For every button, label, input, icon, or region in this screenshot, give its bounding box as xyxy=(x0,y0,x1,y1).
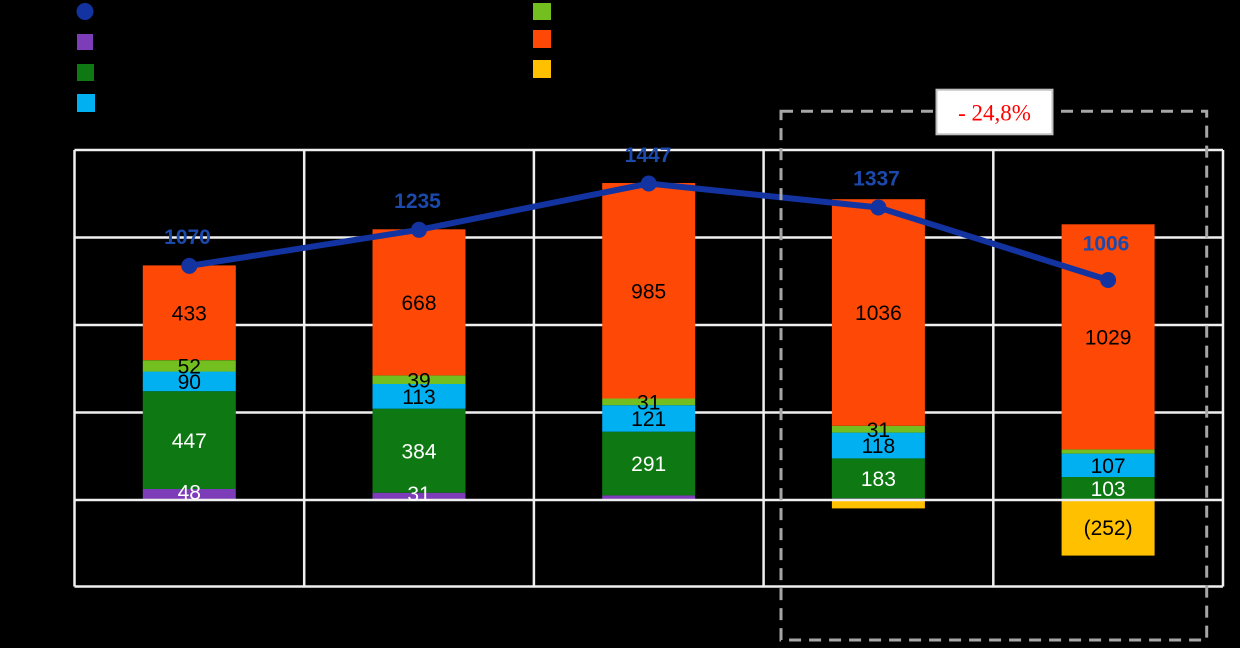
svg-text:447: 447 xyxy=(172,430,207,453)
svg-text:31: 31 xyxy=(637,392,660,415)
svg-text:113: 113 xyxy=(402,386,435,409)
svg-text:985: 985 xyxy=(631,280,666,303)
svg-text:1447: 1447 xyxy=(625,144,672,167)
svg-text:384: 384 xyxy=(401,440,436,463)
svg-text:90: 90 xyxy=(178,371,201,394)
svg-text:107: 107 xyxy=(1091,455,1126,478)
svg-text:291: 291 xyxy=(631,453,666,476)
svg-text:1337: 1337 xyxy=(853,168,900,191)
svg-text:1235: 1235 xyxy=(394,190,441,213)
svg-text:- 24,8%: - 24,8% xyxy=(958,101,1031,126)
svg-text:1029: 1029 xyxy=(1085,327,1132,350)
svg-text:39: 39 xyxy=(407,369,430,392)
svg-text:118: 118 xyxy=(862,435,895,458)
svg-text:1036: 1036 xyxy=(855,302,902,325)
svg-text:433: 433 xyxy=(172,303,207,326)
svg-text:668: 668 xyxy=(401,292,436,315)
svg-text:183: 183 xyxy=(861,468,896,491)
svg-text:1006: 1006 xyxy=(1083,232,1130,255)
svg-text:52: 52 xyxy=(178,356,201,379)
svg-text:31: 31 xyxy=(867,419,890,442)
svg-text:31: 31 xyxy=(407,483,430,506)
svg-text:121: 121 xyxy=(631,408,666,431)
svg-text:103: 103 xyxy=(1091,478,1126,501)
svg-text:(252): (252) xyxy=(1084,517,1133,540)
svg-text:48: 48 xyxy=(178,481,201,504)
svg-text:1070: 1070 xyxy=(164,226,211,249)
